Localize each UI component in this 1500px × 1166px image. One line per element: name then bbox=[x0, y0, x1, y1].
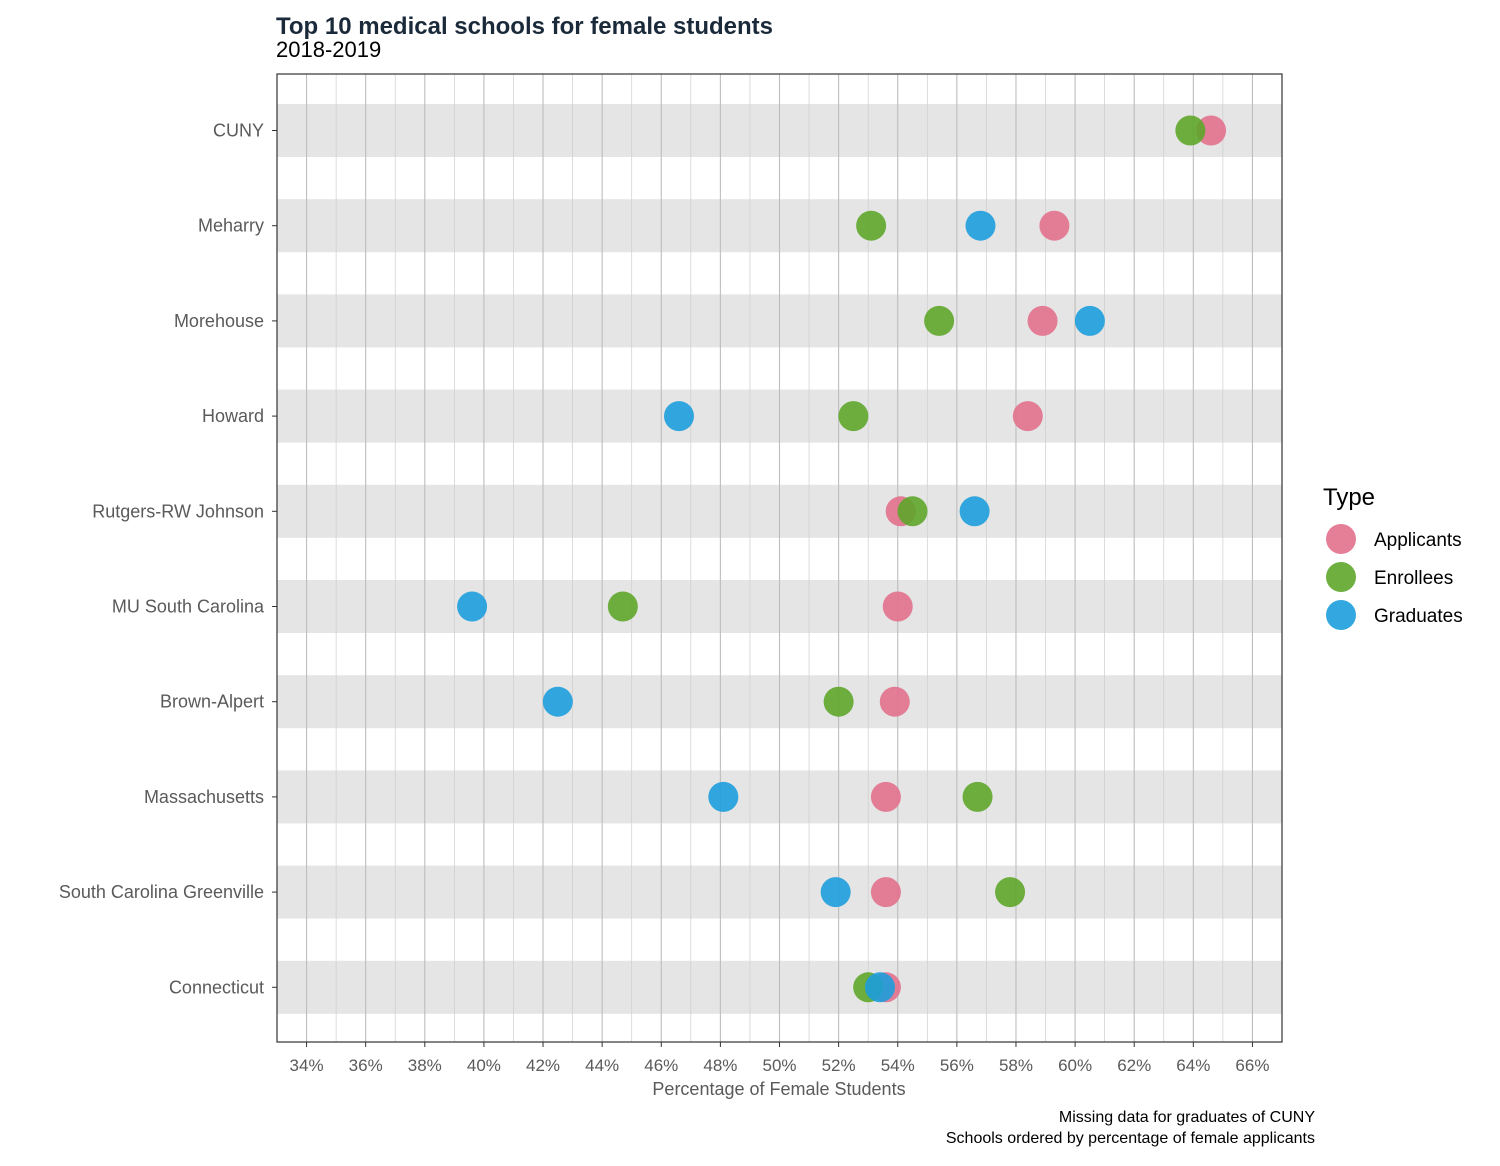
x-tick-label: 38% bbox=[408, 1056, 442, 1075]
point-graduates-3 bbox=[664, 401, 694, 432]
y-tick-label: CUNY bbox=[213, 121, 264, 141]
point-enrollees-2 bbox=[924, 305, 955, 336]
point-applicants-8 bbox=[870, 877, 901, 908]
x-tick-label: 40% bbox=[467, 1056, 501, 1075]
point-graduates-6 bbox=[542, 686, 573, 717]
y-tick-label: Meharry bbox=[198, 216, 264, 236]
x-tick-label: 64% bbox=[1176, 1056, 1210, 1075]
y-tick-label: South Carolina Greenville bbox=[59, 882, 264, 902]
chart-title: Top 10 medical schools for female studen… bbox=[276, 13, 773, 40]
x-tick-label: 36% bbox=[349, 1056, 383, 1075]
x-tick-label: 34% bbox=[290, 1056, 324, 1075]
point-graduates-7 bbox=[708, 781, 739, 812]
x-tick-label: 54% bbox=[881, 1056, 915, 1075]
point-enrollees-7 bbox=[962, 781, 993, 812]
point-graduates-2 bbox=[1074, 305, 1105, 336]
point-applicants-3 bbox=[1012, 401, 1043, 432]
point-graduates-8 bbox=[820, 877, 851, 908]
plot-area: 34% 36% 38% 40% 42% 44% 46% 48% 50% 52% 54% 56% 58% 6… bbox=[59, 73, 1283, 1075]
x-tick-label: 60% bbox=[1058, 1056, 1092, 1075]
y-tick-label: Morehouse bbox=[174, 311, 264, 331]
x-tick-label: 58% bbox=[999, 1056, 1033, 1075]
legend-key-enrollees bbox=[1326, 562, 1356, 592]
point-applicants-1 bbox=[1039, 210, 1070, 241]
point-graduates-4 bbox=[959, 496, 990, 527]
y-tick-label: Howard bbox=[202, 406, 264, 426]
x-tick-label: 56% bbox=[940, 1056, 974, 1075]
point-applicants-6 bbox=[879, 686, 910, 717]
x-tick-label: 50% bbox=[762, 1056, 796, 1075]
y-tick-label: Connecticut bbox=[169, 977, 264, 997]
y-tick-label: Massachusetts bbox=[144, 787, 264, 807]
legend-key-applicants bbox=[1326, 524, 1356, 554]
chart-subtitle: 2018-2019 bbox=[276, 37, 381, 62]
captions: Missing data for graduates of CUNY Schoo… bbox=[946, 1109, 1315, 1147]
point-enrollees-3 bbox=[838, 401, 869, 432]
point-applicants-5 bbox=[882, 591, 913, 622]
point-graduates-9 bbox=[865, 972, 895, 1003]
point-applicants-2 bbox=[1027, 305, 1058, 336]
y-tick-label: Brown-Alpert bbox=[160, 692, 264, 712]
x-tick-label: 42% bbox=[526, 1056, 560, 1075]
x-tick-label: 66% bbox=[1235, 1056, 1269, 1075]
point-enrollees-1 bbox=[856, 210, 887, 241]
legend-title: Type bbox=[1323, 484, 1375, 511]
point-applicants-0 bbox=[1196, 115, 1227, 146]
legend: Type Applicants Enrollees Graduates bbox=[1323, 484, 1463, 630]
x-axis-label: Percentage of Female Students bbox=[652, 1079, 905, 1099]
point-enrollees-4 bbox=[897, 496, 928, 527]
caption-line-2: Schools ordered by percentage of female … bbox=[946, 1130, 1315, 1147]
point-graduates-1 bbox=[965, 210, 996, 241]
point-enrollees-0 bbox=[1175, 115, 1206, 146]
y-tick-label: MU South Carolina bbox=[112, 597, 265, 617]
point-enrollees-8 bbox=[995, 877, 1026, 908]
x-tick-label: 44% bbox=[585, 1056, 619, 1075]
point-graduates-5 bbox=[457, 591, 488, 622]
x-tick-label: 52% bbox=[822, 1056, 856, 1075]
caption-line-1: Missing data for graduates of CUNY bbox=[1059, 1109, 1315, 1126]
x-tick-label: 48% bbox=[703, 1056, 737, 1075]
legend-key-graduates bbox=[1326, 600, 1356, 630]
point-enrollees-6 bbox=[823, 686, 854, 717]
point-enrollees-5 bbox=[607, 591, 638, 622]
legend-label-graduates: Graduates bbox=[1374, 606, 1463, 627]
legend-label-enrollees: Enrollees bbox=[1374, 568, 1453, 589]
x-tick-label: 62% bbox=[1117, 1056, 1151, 1075]
legend-label-applicants: Applicants bbox=[1374, 530, 1462, 551]
y-tick-label: Rutgers-RW Johnson bbox=[92, 501, 264, 521]
x-tick-label: 46% bbox=[644, 1056, 678, 1075]
point-applicants-7 bbox=[870, 781, 901, 812]
